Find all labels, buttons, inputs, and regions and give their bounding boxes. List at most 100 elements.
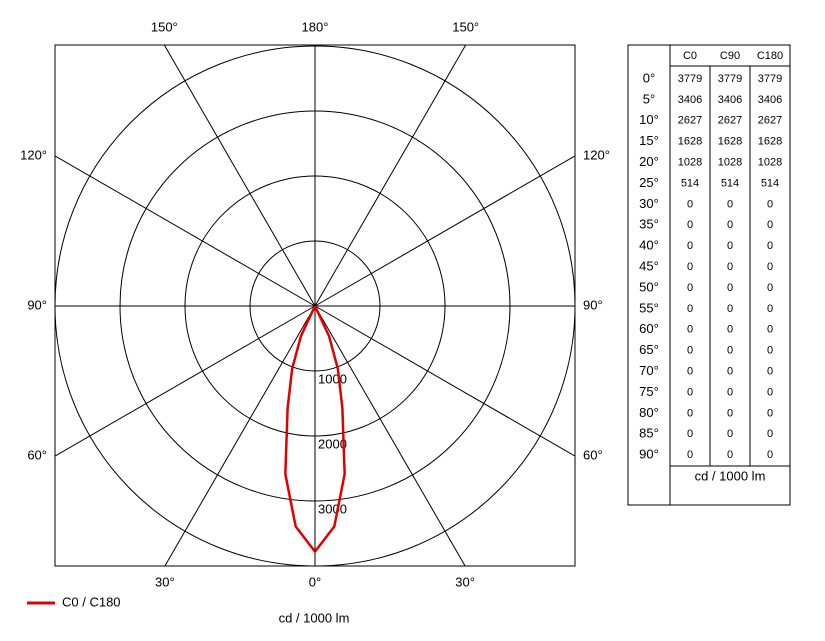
table-row-label: 90° xyxy=(639,447,659,462)
table-row-label: 25° xyxy=(639,175,659,190)
table-row-label: 35° xyxy=(639,217,659,232)
angle-tick-label: 60° xyxy=(27,448,47,463)
grid-line xyxy=(163,45,316,307)
grid-line xyxy=(55,305,316,457)
table-cell: 0 xyxy=(687,198,693,210)
table-cell: 0 xyxy=(767,428,773,440)
table-cell: 3779 xyxy=(678,73,702,85)
table-cell: 1028 xyxy=(758,157,782,169)
table-cell: 3406 xyxy=(718,94,742,106)
table-cell: 0 xyxy=(727,345,733,357)
table-cell: 0 xyxy=(727,324,733,336)
table-cell: 0 xyxy=(727,303,733,315)
table-cell: 0 xyxy=(687,449,693,461)
intensity-curve xyxy=(284,305,317,553)
table-cell: 514 xyxy=(761,177,779,189)
table-cell: 0 xyxy=(687,261,693,273)
table-cell: 0 xyxy=(767,324,773,336)
table-cell: 1628 xyxy=(718,136,742,148)
table-header: C0 xyxy=(683,50,697,62)
table-cell: 1028 xyxy=(678,157,702,169)
angle-tick-label: 150° xyxy=(151,19,178,34)
angle-tick-label: 0° xyxy=(309,574,321,589)
table-cell: 3406 xyxy=(678,94,702,106)
table-row-label: 85° xyxy=(639,426,659,441)
table-cell: 1028 xyxy=(718,157,742,169)
table-row-label: 60° xyxy=(639,321,659,336)
grid-line xyxy=(314,305,466,566)
grid-line xyxy=(314,155,575,307)
table-cell: 0 xyxy=(687,282,693,294)
table-cell: 0 xyxy=(727,198,733,210)
intensity-curve xyxy=(313,305,346,553)
grid-line xyxy=(164,305,316,566)
angle-tick-label: 150° xyxy=(452,19,479,34)
table-row-label: 10° xyxy=(639,112,659,127)
angle-tick-label: 60° xyxy=(583,448,603,463)
table-cell: 0 xyxy=(687,386,693,398)
table-cell: 0 xyxy=(727,386,733,398)
table-cell: 0 xyxy=(767,386,773,398)
table-cell: 0 xyxy=(767,282,773,294)
table-cell: 1628 xyxy=(678,136,702,148)
table-cell: 514 xyxy=(721,177,739,189)
table-row-label: 50° xyxy=(639,279,659,294)
table-footer: cd / 1000 lm xyxy=(695,468,766,483)
r-tick-label: 2000 xyxy=(318,436,347,451)
table-cell: 0 xyxy=(727,261,733,273)
table-cell: 0 xyxy=(767,366,773,378)
table-row-label: 45° xyxy=(639,259,659,274)
table-cell: 0 xyxy=(687,366,693,378)
angle-tick-label: 90° xyxy=(27,297,47,312)
grid-line xyxy=(55,155,316,307)
table-header: C90 xyxy=(720,50,740,62)
table-row-label: 0° xyxy=(643,70,655,85)
table-row-label: 20° xyxy=(639,154,659,169)
table-row-label: 55° xyxy=(639,300,659,315)
legend-label: C0 / C180 xyxy=(62,594,121,609)
table-cell: 0 xyxy=(727,449,733,461)
table-cell: 0 xyxy=(727,428,733,440)
table-cell: 0 xyxy=(687,345,693,357)
grid-line xyxy=(314,45,467,307)
table-frame xyxy=(627,44,791,506)
table-cell: 0 xyxy=(767,198,773,210)
table-cell: 3406 xyxy=(758,94,782,106)
angle-tick-label: 180° xyxy=(302,19,329,34)
table-row-label: 15° xyxy=(639,133,659,148)
table-cell: 0 xyxy=(767,219,773,231)
polar-grid xyxy=(55,45,575,566)
angle-tick-label: 120° xyxy=(20,147,47,162)
table-cell: 3779 xyxy=(758,73,782,85)
table-row-label: 75° xyxy=(639,384,659,399)
table-cell: 2627 xyxy=(758,115,782,127)
table-cell: 0 xyxy=(687,219,693,231)
table-cell: 2627 xyxy=(718,115,742,127)
table-row-label: 5° xyxy=(643,91,655,106)
grid-line xyxy=(314,305,575,457)
angle-tick-label: 30° xyxy=(455,574,475,589)
table-cell: 3779 xyxy=(718,73,742,85)
table-cell: 0 xyxy=(767,407,773,419)
table-cell: 1628 xyxy=(758,136,782,148)
table-cell: 0 xyxy=(767,303,773,315)
table-cell: 0 xyxy=(767,345,773,357)
table-row-label: 40° xyxy=(639,238,659,253)
table-row-label: 65° xyxy=(639,342,659,357)
angle-tick-label: 90° xyxy=(583,297,603,312)
table-cell: 0 xyxy=(727,407,733,419)
r-tick-label: 3000 xyxy=(318,501,347,516)
table-cell: 0 xyxy=(727,282,733,294)
table-row-label: 70° xyxy=(639,363,659,378)
table-cell: 0 xyxy=(687,303,693,315)
table-row-label: 80° xyxy=(639,405,659,420)
table-cell: 514 xyxy=(681,177,699,189)
table-cell: 0 xyxy=(687,324,693,336)
r-tick-label: 1000 xyxy=(318,371,347,386)
table-cell: 0 xyxy=(687,240,693,252)
table-cell: 0 xyxy=(767,261,773,273)
table-header: C180 xyxy=(757,50,783,62)
table-cell: 0 xyxy=(727,240,733,252)
table-cell: 0 xyxy=(727,366,733,378)
